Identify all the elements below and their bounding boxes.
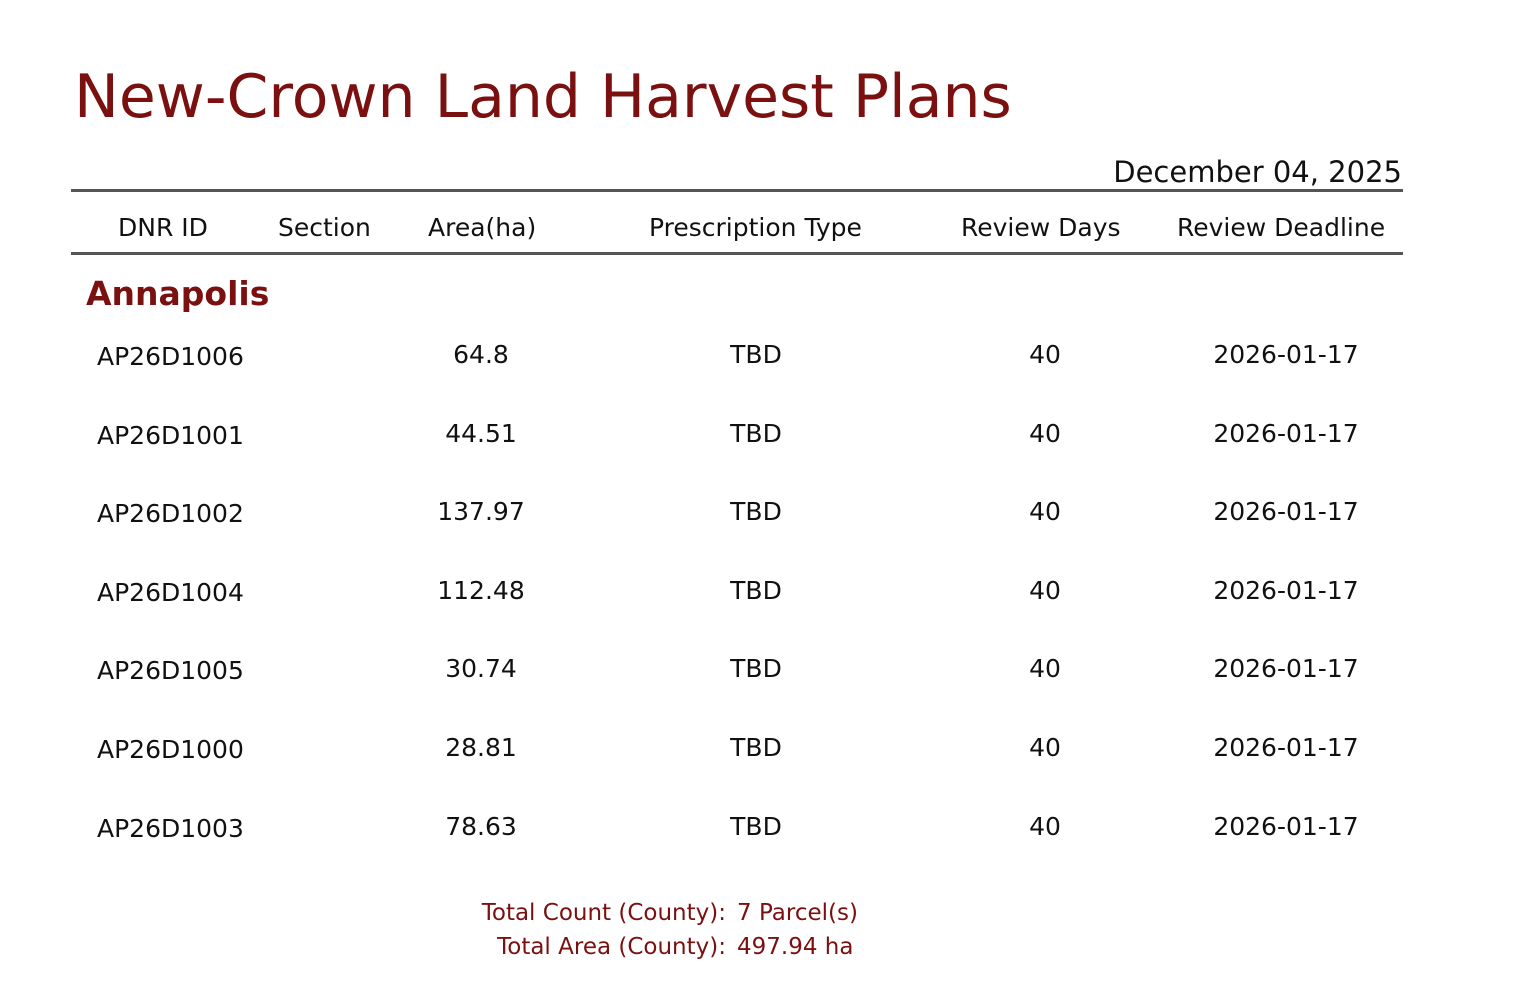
review-days-cell: 40 (1029, 497, 1061, 527)
table-row: AP26D1001 44.51 TBD 40 2026-01-17 (0, 415, 1536, 494)
area-cell: 137.97 (437, 497, 525, 527)
total-area-value: 497.94 ha (737, 934, 854, 960)
header-top-rule (71, 189, 1403, 192)
review-deadline-cell: 2026-01-17 (1213, 340, 1359, 369)
column-header-prescription-type: Prescription Type (649, 213, 862, 242)
area-cell: 28.81 (445, 732, 517, 762)
table-row: AP26D1004 112.48 TBD 40 2026-01-17 (0, 572, 1536, 651)
prescription-type-cell: TBD (730, 497, 782, 527)
review-days-cell: 40 (1029, 340, 1061, 369)
total-area-label: Total Area (County): (497, 934, 726, 960)
review-deadline-cell: 2026-01-17 (1213, 811, 1359, 841)
area-cell: 30.74 (445, 654, 517, 684)
dnr-id-cell: AP26D1001 (97, 420, 244, 450)
table-row: AP26D1000 28.81 TBD 40 2026-01-17 (0, 729, 1536, 808)
prescription-type-cell: TBD (730, 732, 782, 762)
review-days-cell: 40 (1029, 732, 1061, 762)
review-deadline-cell: 2026-01-17 (1213, 497, 1359, 527)
review-days-cell: 40 (1029, 575, 1061, 605)
dnr-id-cell: AP26D1005 (97, 656, 244, 686)
review-deadline-cell: 2026-01-17 (1213, 418, 1359, 448)
review-days-cell: 40 (1029, 811, 1061, 841)
column-header-section: Section (278, 213, 371, 242)
total-count-value: 7 Parcel(s) (737, 900, 858, 926)
report-title: New-Crown Land Harvest Plans (74, 62, 1012, 132)
area-cell: 78.63 (445, 811, 517, 841)
table-body: AP26D1006 64.8 TBD 40 2026-01-17 AP26D10… (0, 336, 1536, 886)
dnr-id-cell: AP26D1004 (97, 577, 244, 607)
total-count-line: Total Count (County): 7 Parcel(s) (0, 896, 1536, 930)
column-header-area: Area(ha) (428, 213, 537, 242)
review-days-cell: 40 (1029, 418, 1061, 448)
total-count-label: Total Count (County): (481, 900, 726, 926)
prescription-type-cell: TBD (730, 575, 782, 605)
review-deadline-cell: 2026-01-17 (1213, 732, 1359, 762)
review-deadline-cell: 2026-01-17 (1213, 575, 1359, 605)
dnr-id-cell: AP26D1002 (97, 499, 244, 529)
table-row: AP26D1005 30.74 TBD 40 2026-01-17 (0, 650, 1536, 729)
prescription-type-cell: TBD (730, 340, 782, 369)
total-area-line: Total Area (County): 497.94 ha (0, 930, 1536, 964)
review-days-cell: 40 (1029, 654, 1061, 684)
prescription-type-cell: TBD (730, 811, 782, 841)
column-header-review-days: Review Days (961, 213, 1121, 242)
table-row: AP26D1003 78.63 TBD 40 2026-01-17 (0, 808, 1536, 887)
header-bottom-rule (71, 252, 1403, 255)
prescription-type-cell: TBD (730, 418, 782, 448)
table-header: DNR ID Section Area(ha) Prescription Typ… (0, 210, 1536, 246)
dnr-id-cell: AP26D1000 (97, 734, 244, 764)
report-date: December 04, 2025 (1113, 155, 1402, 189)
group-title-county: Annapolis (86, 274, 270, 313)
table-row: AP26D1002 137.97 TBD 40 2026-01-17 (0, 493, 1536, 572)
area-cell: 44.51 (445, 418, 517, 448)
prescription-type-cell: TBD (730, 654, 782, 684)
dnr-id-cell: AP26D1003 (97, 813, 244, 843)
column-header-dnr-id: DNR ID (118, 213, 208, 242)
area-cell: 112.48 (437, 575, 525, 605)
dnr-id-cell: AP26D1006 (97, 342, 244, 371)
area-cell: 64.8 (453, 340, 509, 369)
column-header-review-deadline: Review Deadline (1177, 213, 1386, 242)
table-row: AP26D1006 64.8 TBD 40 2026-01-17 (0, 336, 1536, 415)
county-totals: Total Count (County): 7 Parcel(s) Total … (0, 896, 1536, 964)
review-deadline-cell: 2026-01-17 (1213, 654, 1359, 684)
